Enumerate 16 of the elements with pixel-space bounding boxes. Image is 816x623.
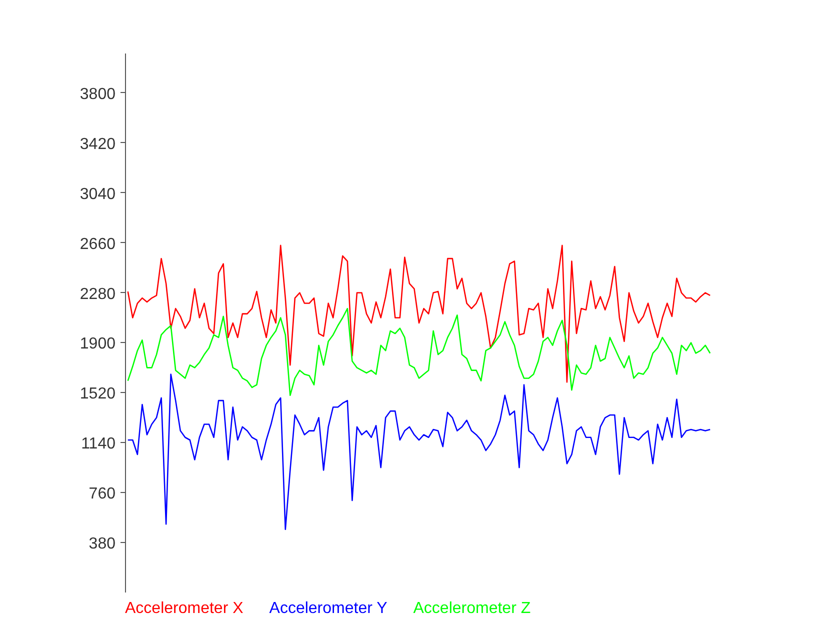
y-tick-label: 3040	[80, 186, 116, 203]
y-tick-label: 1140	[81, 436, 116, 453]
y-tick-label: 1520	[80, 386, 116, 403]
y-tick-label: 760	[88, 486, 116, 503]
y-tick-label: 1900	[80, 336, 116, 353]
text: Accelerometer Y	[269, 600, 388, 617]
line-series	[127, 374, 711, 530]
y-tick-label: 3420	[80, 136, 116, 153]
line-series	[127, 308, 711, 396]
line-series	[127, 244, 711, 383]
text: Accelerometer Z	[413, 600, 531, 617]
y-tick-label: 2280	[80, 286, 116, 303]
y-tick-label: 2660	[80, 236, 116, 253]
text: Accelerometer X	[125, 600, 244, 617]
y-tick-label: 3800	[80, 86, 116, 103]
y-tick-label: 380	[88, 536, 116, 553]
